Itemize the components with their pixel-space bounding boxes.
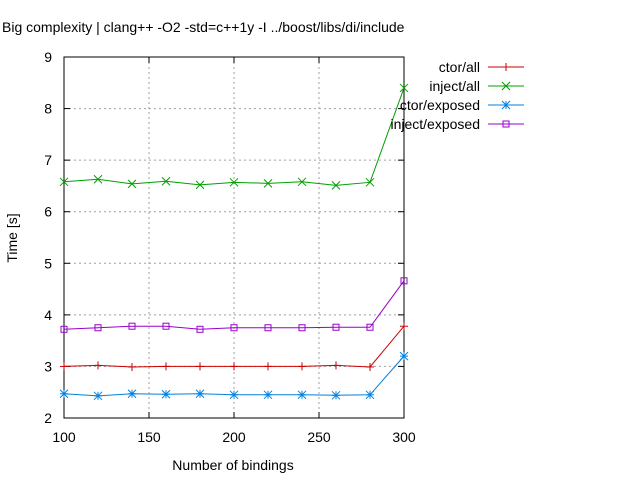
data-point-inject-all <box>297 177 307 187</box>
data-point-ctor-all <box>94 361 102 370</box>
data-point-inject-exposed <box>162 322 170 330</box>
y-tick-label: 5 <box>44 255 52 271</box>
data-point-inject-exposed <box>400 277 408 285</box>
legend: ctor/all inject/all ctor/exposed inject/exp… <box>390 59 524 132</box>
legend-marker-inject-all <box>501 81 511 91</box>
legend-label-ctor-all: ctor/all <box>439 59 480 75</box>
data-point-ctor-all <box>332 361 340 370</box>
data-point-inject-all <box>365 177 375 187</box>
legend-marker-inject-exposed <box>502 120 510 128</box>
data-point-inject-exposed <box>332 323 340 331</box>
y-tick-label: 9 <box>44 49 52 65</box>
y-tick-label: 2 <box>44 410 52 426</box>
x-tick-label: 300 <box>392 429 416 445</box>
y-axis: 2 3 4 5 6 7 8 9 <box>44 49 404 426</box>
data-point-ctor-all <box>366 362 374 371</box>
x-tick-label: 150 <box>137 429 161 445</box>
data-point-inject-exposed <box>264 324 272 332</box>
data-point-ctor-all <box>230 362 238 371</box>
legend-label-ctor-exposed: ctor/exposed <box>400 97 480 113</box>
data-point-ctor-all <box>60 362 68 371</box>
data-point-ctor-all <box>196 362 204 371</box>
data-point-inject-all <box>127 179 137 189</box>
data-point-inject-all <box>263 178 273 188</box>
data-point-ctor-exposed <box>365 390 375 400</box>
data-point-ctor-exposed <box>331 390 341 400</box>
data-point-ctor-exposed <box>263 390 273 400</box>
data-point-inject-exposed <box>60 325 68 333</box>
data-point-ctor-exposed <box>161 389 171 399</box>
legend-marker-ctor-exposed <box>501 100 511 110</box>
y-tick-label: 3 <box>44 358 52 374</box>
y-axis-label: Time [s] <box>4 213 20 262</box>
data-point-inject-exposed <box>298 324 306 332</box>
data-point-inject-all <box>93 174 103 184</box>
data-point-ctor-exposed <box>297 390 307 400</box>
x-axis: 100 150 200 250 300 <box>52 57 416 445</box>
x-tick-label: 200 <box>222 429 246 445</box>
data-point-ctor-all <box>128 362 136 371</box>
y-tick-label: 7 <box>44 152 52 168</box>
legend-marker-ctor-all <box>502 63 510 71</box>
data-point-ctor-exposed <box>93 391 103 401</box>
data-point-ctor-all <box>400 322 408 331</box>
series-group <box>59 83 409 401</box>
x-axis-label: Number of bindings <box>172 457 293 473</box>
data-point-inject-all <box>399 83 409 93</box>
data-point-ctor-all <box>264 362 272 371</box>
data-point-ctor-all <box>162 362 170 371</box>
data-point-ctor-exposed <box>127 389 137 399</box>
y-tick-label: 4 <box>44 307 52 323</box>
data-point-ctor-exposed <box>59 389 69 399</box>
data-point-ctor-exposed <box>195 389 205 399</box>
x-tick-label: 100 <box>52 429 76 445</box>
data-point-ctor-exposed <box>399 351 409 361</box>
x-tick-label: 250 <box>307 429 331 445</box>
data-point-inject-exposed <box>196 325 204 333</box>
data-point-inject-exposed <box>230 324 238 332</box>
data-point-inject-exposed <box>366 323 374 331</box>
data-point-ctor-exposed <box>229 390 239 400</box>
series-line-inject-exposed <box>63 280 405 330</box>
y-tick-label: 8 <box>44 101 52 117</box>
data-point-inject-exposed <box>128 322 136 330</box>
legend-label-inject-exposed: inject/exposed <box>390 116 480 132</box>
data-point-inject-all <box>161 176 171 186</box>
chart-title: Big complexity | clang++ -O2 -std=c++1y … <box>2 19 405 35</box>
data-point-ctor-all <box>298 362 306 371</box>
data-point-inject-all <box>331 181 341 190</box>
data-point-inject-exposed <box>94 324 102 332</box>
legend-label-inject-all: inject/all <box>429 78 480 94</box>
data-point-inject-all <box>195 180 205 190</box>
y-tick-label: 6 <box>44 204 52 220</box>
data-point-inject-all <box>59 177 69 187</box>
data-point-inject-all <box>229 177 239 187</box>
